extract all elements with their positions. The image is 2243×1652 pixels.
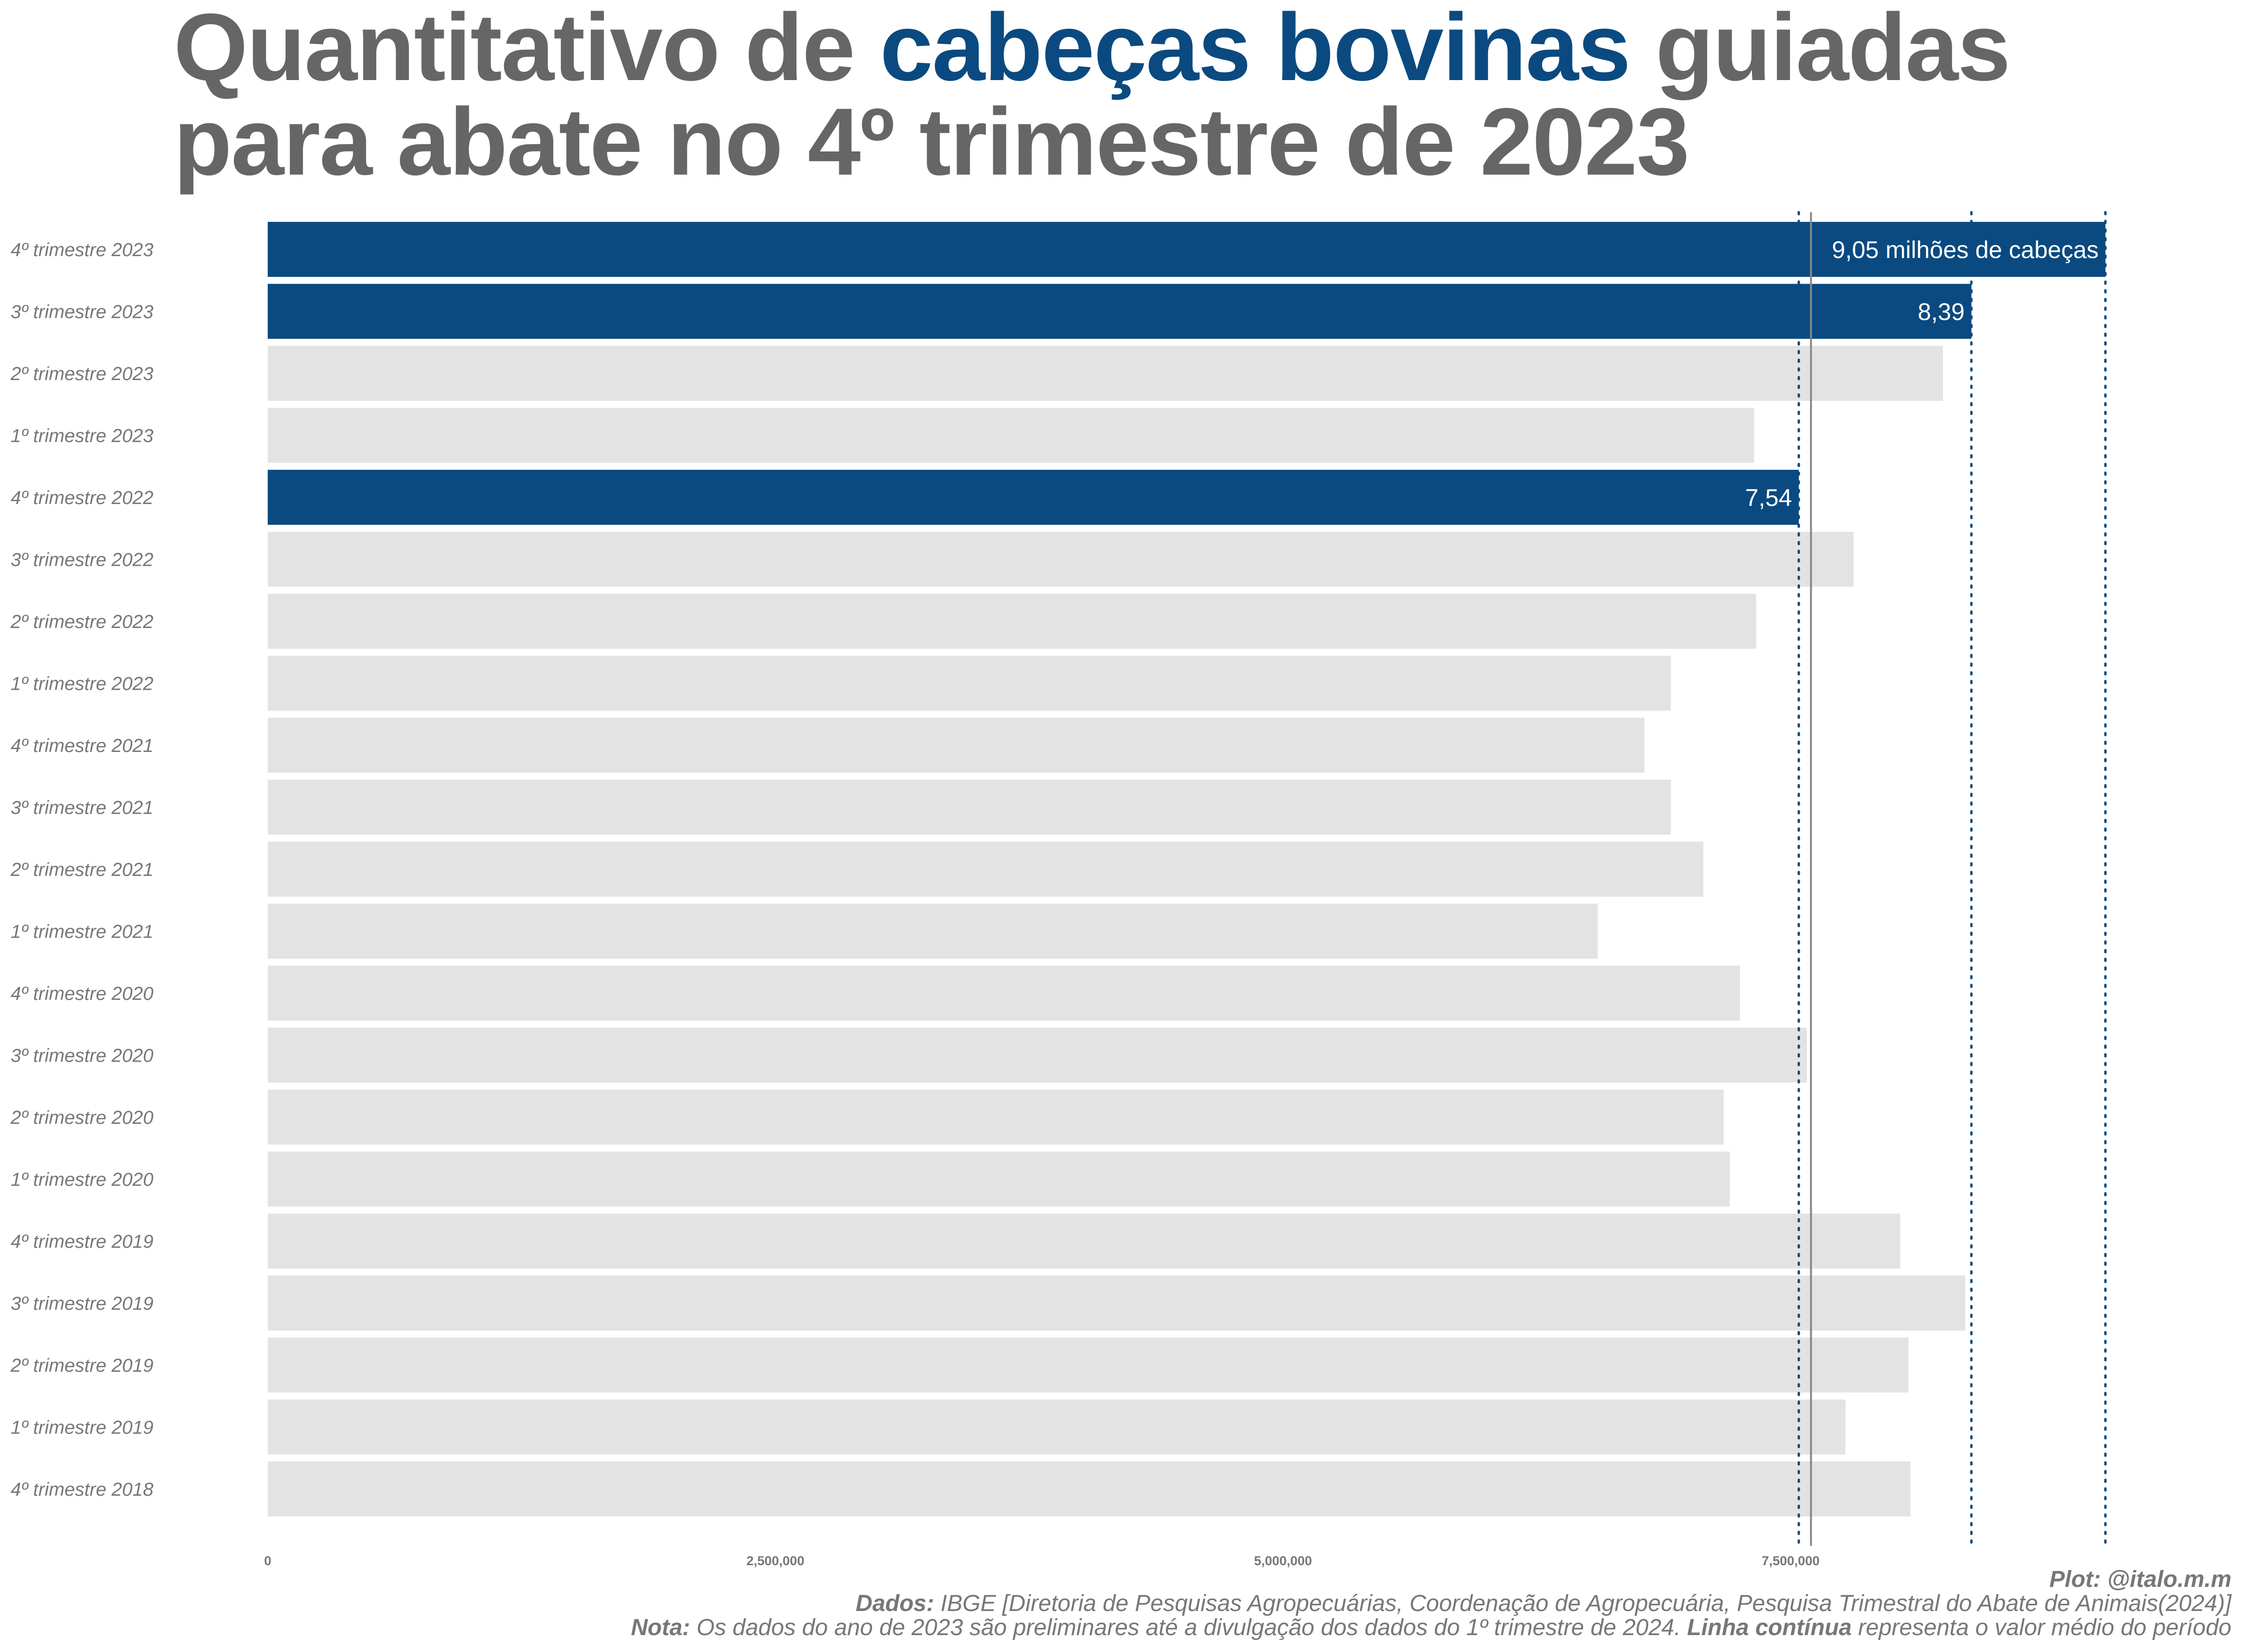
bar: [268, 1151, 1730, 1207]
plot-credit-label: Plot:: [2049, 1567, 2101, 1592]
value-label: 9,05 milhões de cabeças: [1832, 236, 2099, 263]
category-label: 4º trimestre 2023: [11, 240, 153, 260]
bar: [268, 1214, 1901, 1269]
category-label: 4º trimestre 2019: [11, 1231, 153, 1252]
bar: [268, 718, 1645, 773]
x-tick-label: 0: [264, 1554, 271, 1568]
bar: [268, 1027, 1807, 1083]
title-part-2: guiadas: [1630, 0, 2010, 100]
bar: [268, 222, 2106, 277]
category-label: 4º trimestre 2018: [11, 1479, 153, 1500]
value-label: 7,54: [1745, 484, 1792, 511]
category-label: 2º trimestre 2021: [10, 860, 153, 880]
category-labels-group: 4º trimestre 2023 3º trimestre 2023 2º tri…: [10, 240, 153, 1500]
category-label: 4º trimestre 2022: [11, 488, 153, 508]
category-label: 3º trimestre 2022: [11, 550, 153, 571]
data-source-label: Dados:: [855, 1591, 934, 1616]
x-tick-label: 7,500,000: [1762, 1554, 1819, 1568]
category-label: 2º trimestre 2022: [10, 612, 153, 632]
value-label: 8,39: [1918, 299, 1965, 326]
note-tail-text: representa o valor médio do período: [1851, 1615, 2231, 1640]
reference-lines-group: [1797, 211, 2107, 1547]
bar: [268, 1275, 1966, 1331]
category-label: 1º trimestre 2019: [11, 1418, 153, 1438]
category-label: 1º trimestre 2023: [11, 426, 153, 447]
bars-group: [268, 222, 2106, 1516]
bar: [268, 1461, 1911, 1516]
captions: Plot: @italo.m.m Dados: IBGE [Diretoria …: [631, 1568, 2231, 1640]
bar-chart: 4º trimestre 2023 3º trimestre 2023 2º tri…: [10, 211, 2107, 1568]
category-label: 2º trimestre 2019: [10, 1355, 153, 1376]
title-part-1: Quantitativo de: [174, 0, 880, 100]
bar: [268, 966, 1740, 1021]
bar: [268, 284, 1971, 339]
category-label: 3º trimestre 2023: [11, 302, 153, 323]
data-source-text: IBGE [Diretoria de Pesquisas Agropecuári…: [934, 1591, 2231, 1616]
bar: [268, 903, 1598, 959]
category-label: 3º trimestre 2019: [11, 1294, 153, 1314]
bar: [268, 1338, 1909, 1393]
bar: [268, 842, 1704, 897]
note: Nota: Os dados do ano de 2023 são prelim…: [631, 1616, 2231, 1640]
bar: [268, 470, 1799, 525]
category-label: 1º trimestre 2022: [11, 674, 153, 695]
chart-title: Quantitativo de cabeças bovinas guiadas p…: [174, 0, 2224, 190]
title-line-2: para abate no 4º trimestre de 2023: [174, 88, 1690, 195]
plot-credit: Plot: @italo.m.m: [631, 1568, 2231, 1592]
category-label: 4º trimestre 2021: [11, 736, 153, 756]
value-labels-group: 9,05 milhões de cabeças 8,39 7,54: [1745, 236, 2099, 511]
note-bold-text: Linha contínua: [1687, 1615, 1852, 1640]
note-label: Nota:: [631, 1615, 690, 1640]
category-label: 1º trimestre 2020: [11, 1170, 153, 1190]
bar: [268, 532, 1854, 587]
category-label: 4º trimestre 2020: [11, 983, 153, 1004]
bar: [268, 346, 1943, 401]
x-axis-ticks-group: 0 2,500,000 5,000,000 7,500,000: [264, 1554, 1819, 1568]
category-label: 3º trimestre 2021: [11, 798, 153, 819]
bar: [268, 1090, 1724, 1145]
bar: [268, 1399, 1846, 1455]
category-label: 3º trimestre 2020: [11, 1046, 153, 1066]
bar: [268, 779, 1671, 835]
note-text: Os dados do ano de 2023 são preliminares…: [690, 1615, 1687, 1640]
category-label: 2º trimestre 2020: [10, 1107, 153, 1128]
data-source: Dados: IBGE [Diretoria de Pesquisas Agro…: [631, 1592, 2231, 1616]
bar: [268, 655, 1671, 711]
bar: [268, 594, 1756, 649]
plot-credit-value: @italo.m.m: [2101, 1567, 2231, 1592]
x-tick-label: 5,000,000: [1254, 1554, 1312, 1568]
category-label: 2º trimestre 2023: [10, 364, 153, 384]
title-highlight: cabeças bovinas: [880, 0, 1631, 100]
x-tick-label: 2,500,000: [746, 1554, 804, 1568]
bar: [268, 408, 1754, 463]
category-label: 1º trimestre 2021: [11, 922, 153, 942]
